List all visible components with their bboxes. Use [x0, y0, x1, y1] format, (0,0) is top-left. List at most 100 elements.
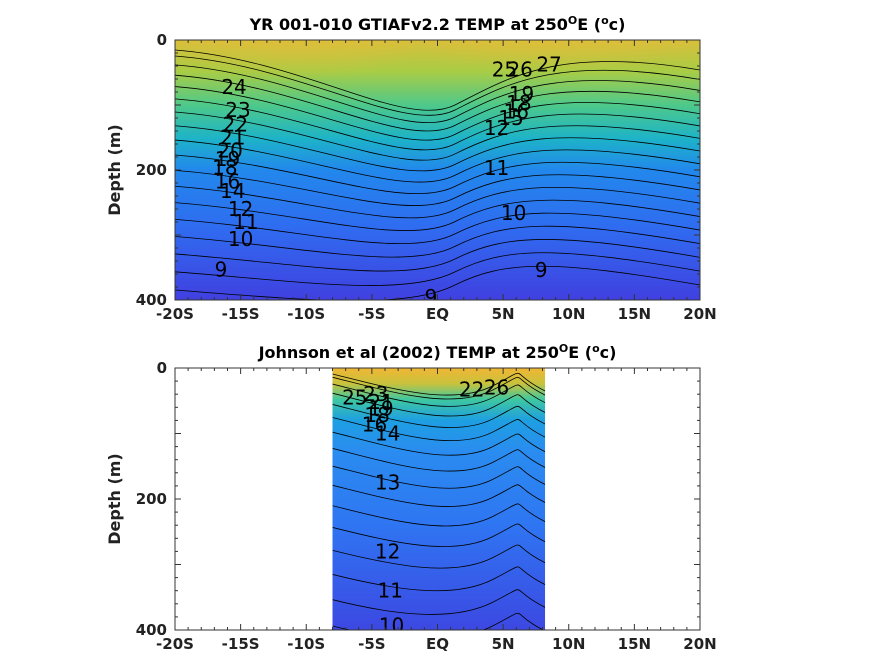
- contour-line: [175, 74, 700, 132]
- title-unit: c): [609, 15, 626, 34]
- contour-line: [332, 612, 545, 630]
- contour-line: [175, 252, 700, 286]
- title-unit-degree: o: [592, 342, 600, 355]
- contour-label: 26: [507, 57, 532, 81]
- contour-line: [175, 154, 700, 195]
- contour-label: 25: [492, 57, 517, 81]
- x-tick-label: -15S: [222, 305, 260, 323]
- chart-title: YR 001-010 GTIAFv2.2 TEMP at 250OE (oc): [249, 14, 626, 34]
- contour-label: 26: [484, 376, 509, 400]
- contour-label: 23: [225, 98, 250, 122]
- contour-label: 23: [363, 382, 388, 406]
- x-tick-label: EQ: [426, 305, 449, 323]
- y-tick-label: 0: [157, 31, 167, 49]
- contour-line: [175, 199, 700, 231]
- contour-line: [175, 98, 700, 151]
- contour-line: [332, 372, 546, 396]
- contour-line: [175, 111, 700, 161]
- contour-line: [175, 170, 700, 207]
- contour-line: [175, 225, 700, 258]
- contour-line: [332, 417, 546, 442]
- contour-label: 27: [536, 53, 561, 77]
- contour-label: 11: [233, 210, 258, 234]
- x-tick-label: -5S: [358, 635, 385, 653]
- title-degree: O: [568, 14, 577, 27]
- y-tick-label: 400: [136, 291, 167, 309]
- contour-label: 21: [220, 126, 245, 150]
- y-tick-label: 0: [157, 359, 167, 377]
- x-tick-label: EQ: [426, 635, 449, 653]
- contour-line: [332, 431, 546, 456]
- contour-label: 9: [425, 285, 438, 309]
- contour-label: 10: [228, 227, 253, 251]
- y-axis-label: Depth (m): [105, 124, 124, 216]
- contour-line: [175, 125, 700, 172]
- contour-label: 10: [501, 201, 526, 225]
- contour-line: [332, 383, 546, 407]
- contour-line: [332, 523, 546, 547]
- contour-label: 19: [509, 82, 534, 106]
- contour-label: 19: [368, 397, 393, 421]
- temperature-field: 2726252423222120191816141211109191816151…: [175, 40, 700, 309]
- contour-label: 12: [484, 116, 509, 140]
- title-main: Johnson et al (2002) TEMP at 250: [258, 343, 559, 362]
- contour-line: [332, 589, 546, 615]
- title-unit-degree: o: [601, 14, 609, 27]
- x-tick-label: 10N: [552, 635, 585, 653]
- contour-line: [332, 503, 546, 527]
- contour-label: 11: [484, 156, 509, 180]
- x-tick-label: -20S: [156, 305, 194, 323]
- x-tick-label: 10N: [552, 305, 585, 323]
- y-tick-label: 400: [136, 621, 167, 639]
- contour-label: 18: [364, 403, 389, 427]
- contour-line: [332, 465, 546, 489]
- contour-line: [175, 239, 700, 272]
- contour-line: [332, 484, 546, 507]
- x-tick-label: 20N: [683, 305, 716, 323]
- contour-line: [175, 64, 700, 124]
- contour-line: [175, 185, 700, 219]
- contour-line: [175, 49, 700, 111]
- title-tail: E (: [577, 15, 601, 34]
- ticks: [174, 367, 701, 631]
- title-unit: c): [600, 343, 617, 362]
- x-tick-label: -10S: [287, 305, 325, 323]
- contour-label: 9: [215, 257, 228, 281]
- contour-label: 12: [375, 539, 400, 563]
- contour-label: 11: [378, 579, 403, 603]
- contour-label: 20: [217, 139, 242, 163]
- x-tick-label: 15N: [618, 635, 651, 653]
- contour-line: [175, 55, 700, 116]
- contour-label: 18: [212, 155, 237, 179]
- y-tick-label: 200: [136, 161, 167, 179]
- field-background: [332, 368, 546, 630]
- contour-label: 16: [504, 100, 529, 124]
- y-axis-label: Depth (m): [105, 453, 124, 545]
- contour-label: 10: [379, 613, 404, 637]
- x-tick-label: -20S: [156, 635, 194, 653]
- title-degree: O: [559, 342, 568, 355]
- x-tick-label: 5N: [492, 305, 515, 323]
- contour-line: [332, 544, 546, 569]
- x-tick-label: -15S: [222, 635, 260, 653]
- contour-line: [175, 139, 700, 183]
- chart-title: Johnson et al (2002) TEMP at 250OE (oc): [258, 342, 617, 362]
- contour-lines: [175, 49, 700, 300]
- contour-label: 18: [506, 91, 531, 115]
- x-tick-label: -5S: [358, 305, 385, 323]
- warm-pool-south: [175, 40, 414, 110]
- x-tick-label: -10S: [287, 635, 325, 653]
- contour-label: 25: [342, 385, 367, 409]
- title-tail: E (: [568, 343, 592, 362]
- contour-line: [175, 265, 700, 300]
- contour-label: 16: [362, 412, 387, 436]
- x-tick-label: 15N: [618, 305, 651, 323]
- contour-line: [175, 212, 700, 245]
- contour-line: [332, 404, 546, 428]
- contour-line: [332, 566, 546, 592]
- ticks: [174, 39, 701, 301]
- contour-lines: [332, 372, 546, 630]
